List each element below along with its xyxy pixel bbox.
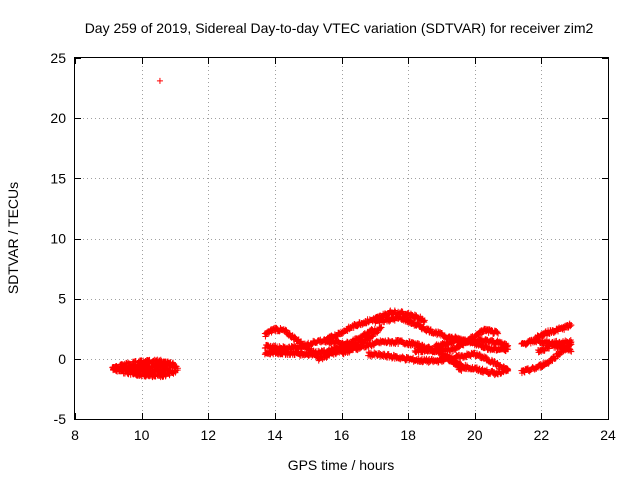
- tick-labels: 8 10 12 14 16 18 20 22 24 -5 0 5 10 15 20 25: [50, 50, 616, 443]
- point-early-cluster: [151, 362, 158, 369]
- point-early-cluster: [145, 363, 152, 370]
- point-early-cluster: [154, 368, 161, 375]
- data-points: [109, 77, 575, 381]
- point-early-cluster: [131, 365, 138, 372]
- y-tick-label: 0: [58, 351, 66, 367]
- point-early-cluster: [121, 370, 128, 377]
- y-tick-label: 25: [50, 50, 66, 66]
- x-tick-label: 22: [534, 427, 550, 443]
- point-early-cluster: [152, 373, 159, 380]
- x-tick-label: 24: [600, 427, 616, 443]
- point-arc-6: [458, 367, 465, 374]
- point-arc-7: [476, 351, 483, 358]
- point-early-cluster: [113, 364, 120, 371]
- point-early-cluster: [149, 374, 156, 381]
- chart-title: Day 259 of 2019, Sidereal Day-to-day VTE…: [85, 20, 594, 36]
- point-arc-5: [420, 318, 427, 325]
- point-early-cluster: [162, 371, 169, 378]
- point-arc-4: [378, 324, 385, 331]
- x-tick-label: 10: [134, 427, 150, 443]
- x-tick-label: 16: [334, 427, 350, 443]
- x-tick-label: 18: [400, 427, 416, 443]
- y-tick-label: 20: [50, 110, 66, 126]
- point-early-cluster: [144, 372, 151, 379]
- point-outlier: [156, 77, 163, 84]
- point-early-cluster: [141, 365, 148, 372]
- point-early-cluster: [117, 368, 124, 375]
- x-tick-label: 14: [267, 427, 283, 443]
- y-tick-label: 10: [50, 231, 66, 247]
- point-arc-5: [421, 317, 428, 324]
- point-arc-5: [391, 307, 398, 314]
- grid-lines: [75, 58, 608, 419]
- x-axis-label: GPS time / hours: [288, 457, 395, 473]
- point-early-cluster: [132, 371, 139, 378]
- point-early-cluster: [167, 359, 174, 366]
- point-early-cluster: [164, 366, 171, 373]
- y-axis-label: SDTVAR / TECUs: [5, 182, 21, 294]
- point-arc-6: [416, 340, 423, 347]
- y-tick-label: -5: [54, 411, 67, 427]
- point-arc-7: [482, 353, 489, 360]
- x-tick-label: 8: [71, 427, 79, 443]
- point-early-cluster: [151, 356, 158, 363]
- x-tick-label: 12: [200, 427, 216, 443]
- y-tick-label: 5: [58, 291, 66, 307]
- point-early-cluster: [134, 372, 141, 379]
- point-early-cluster: [167, 367, 174, 374]
- point-early-cluster: [150, 368, 157, 375]
- point-arc-7: [483, 354, 490, 361]
- point-early-cluster: [172, 364, 179, 371]
- point-early-cluster: [141, 358, 148, 365]
- point-arc-8: [420, 323, 427, 330]
- point-early-cluster: [137, 358, 144, 365]
- y-tick-label: 15: [50, 170, 66, 186]
- point-arc-4: [369, 333, 376, 340]
- x-tick-label: 20: [467, 427, 483, 443]
- point-early-cluster: [121, 365, 128, 372]
- point-early-cluster: [173, 363, 180, 370]
- point-early-cluster: [166, 360, 173, 367]
- point-arc-5: [412, 312, 419, 319]
- point-early-cluster: [160, 367, 167, 374]
